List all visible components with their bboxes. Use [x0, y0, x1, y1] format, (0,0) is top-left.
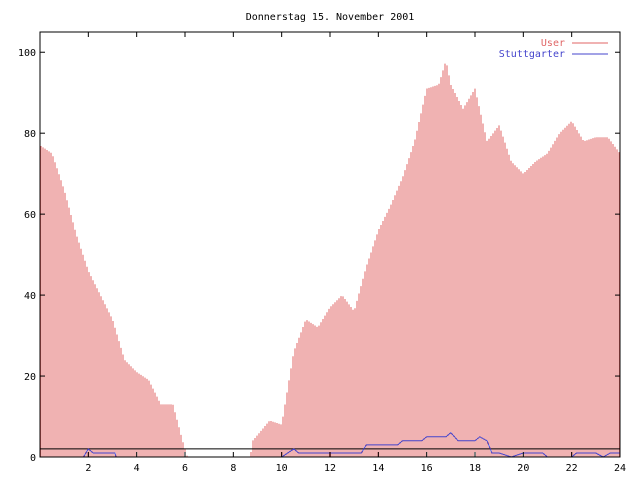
legend-label-stuttgarter: Stuttgarter — [499, 49, 565, 60]
x-tick-label: 18 — [469, 463, 481, 474]
y-tick-label: 80 — [24, 129, 36, 140]
x-tick-label: 24 — [614, 463, 626, 474]
x-tick-label: 6 — [182, 463, 188, 474]
legend-label-user: User — [541, 38, 565, 49]
x-tick-label: 20 — [517, 463, 529, 474]
y-tick-label: 60 — [24, 210, 36, 221]
y-tick-label: 40 — [24, 291, 36, 302]
chart-title: Donnerstag 15. November 2001 — [246, 12, 415, 23]
x-tick-label: 16 — [421, 463, 433, 474]
y-tick-label: 0 — [30, 453, 36, 464]
x-tick-label: 2 — [85, 463, 91, 474]
x-tick-label: 14 — [372, 463, 384, 474]
user-series-bars — [40, 63, 620, 457]
x-tick-label: 8 — [230, 463, 236, 474]
x-tick-label: 12 — [324, 463, 336, 474]
legend: User Stuttgarter — [499, 38, 608, 60]
x-tick-label: 10 — [276, 463, 288, 474]
y-tick-label: 100 — [18, 48, 36, 59]
x-tick-label: 4 — [134, 463, 140, 474]
y-tick-label: 20 — [24, 372, 36, 383]
y-axis-ticks: 0 20 40 60 80 100 — [18, 48, 620, 464]
x-tick-label: 22 — [566, 463, 578, 474]
x-axis-ticks: 2 4 6 8 10 12 14 16 18 20 22 24 — [85, 32, 626, 474]
